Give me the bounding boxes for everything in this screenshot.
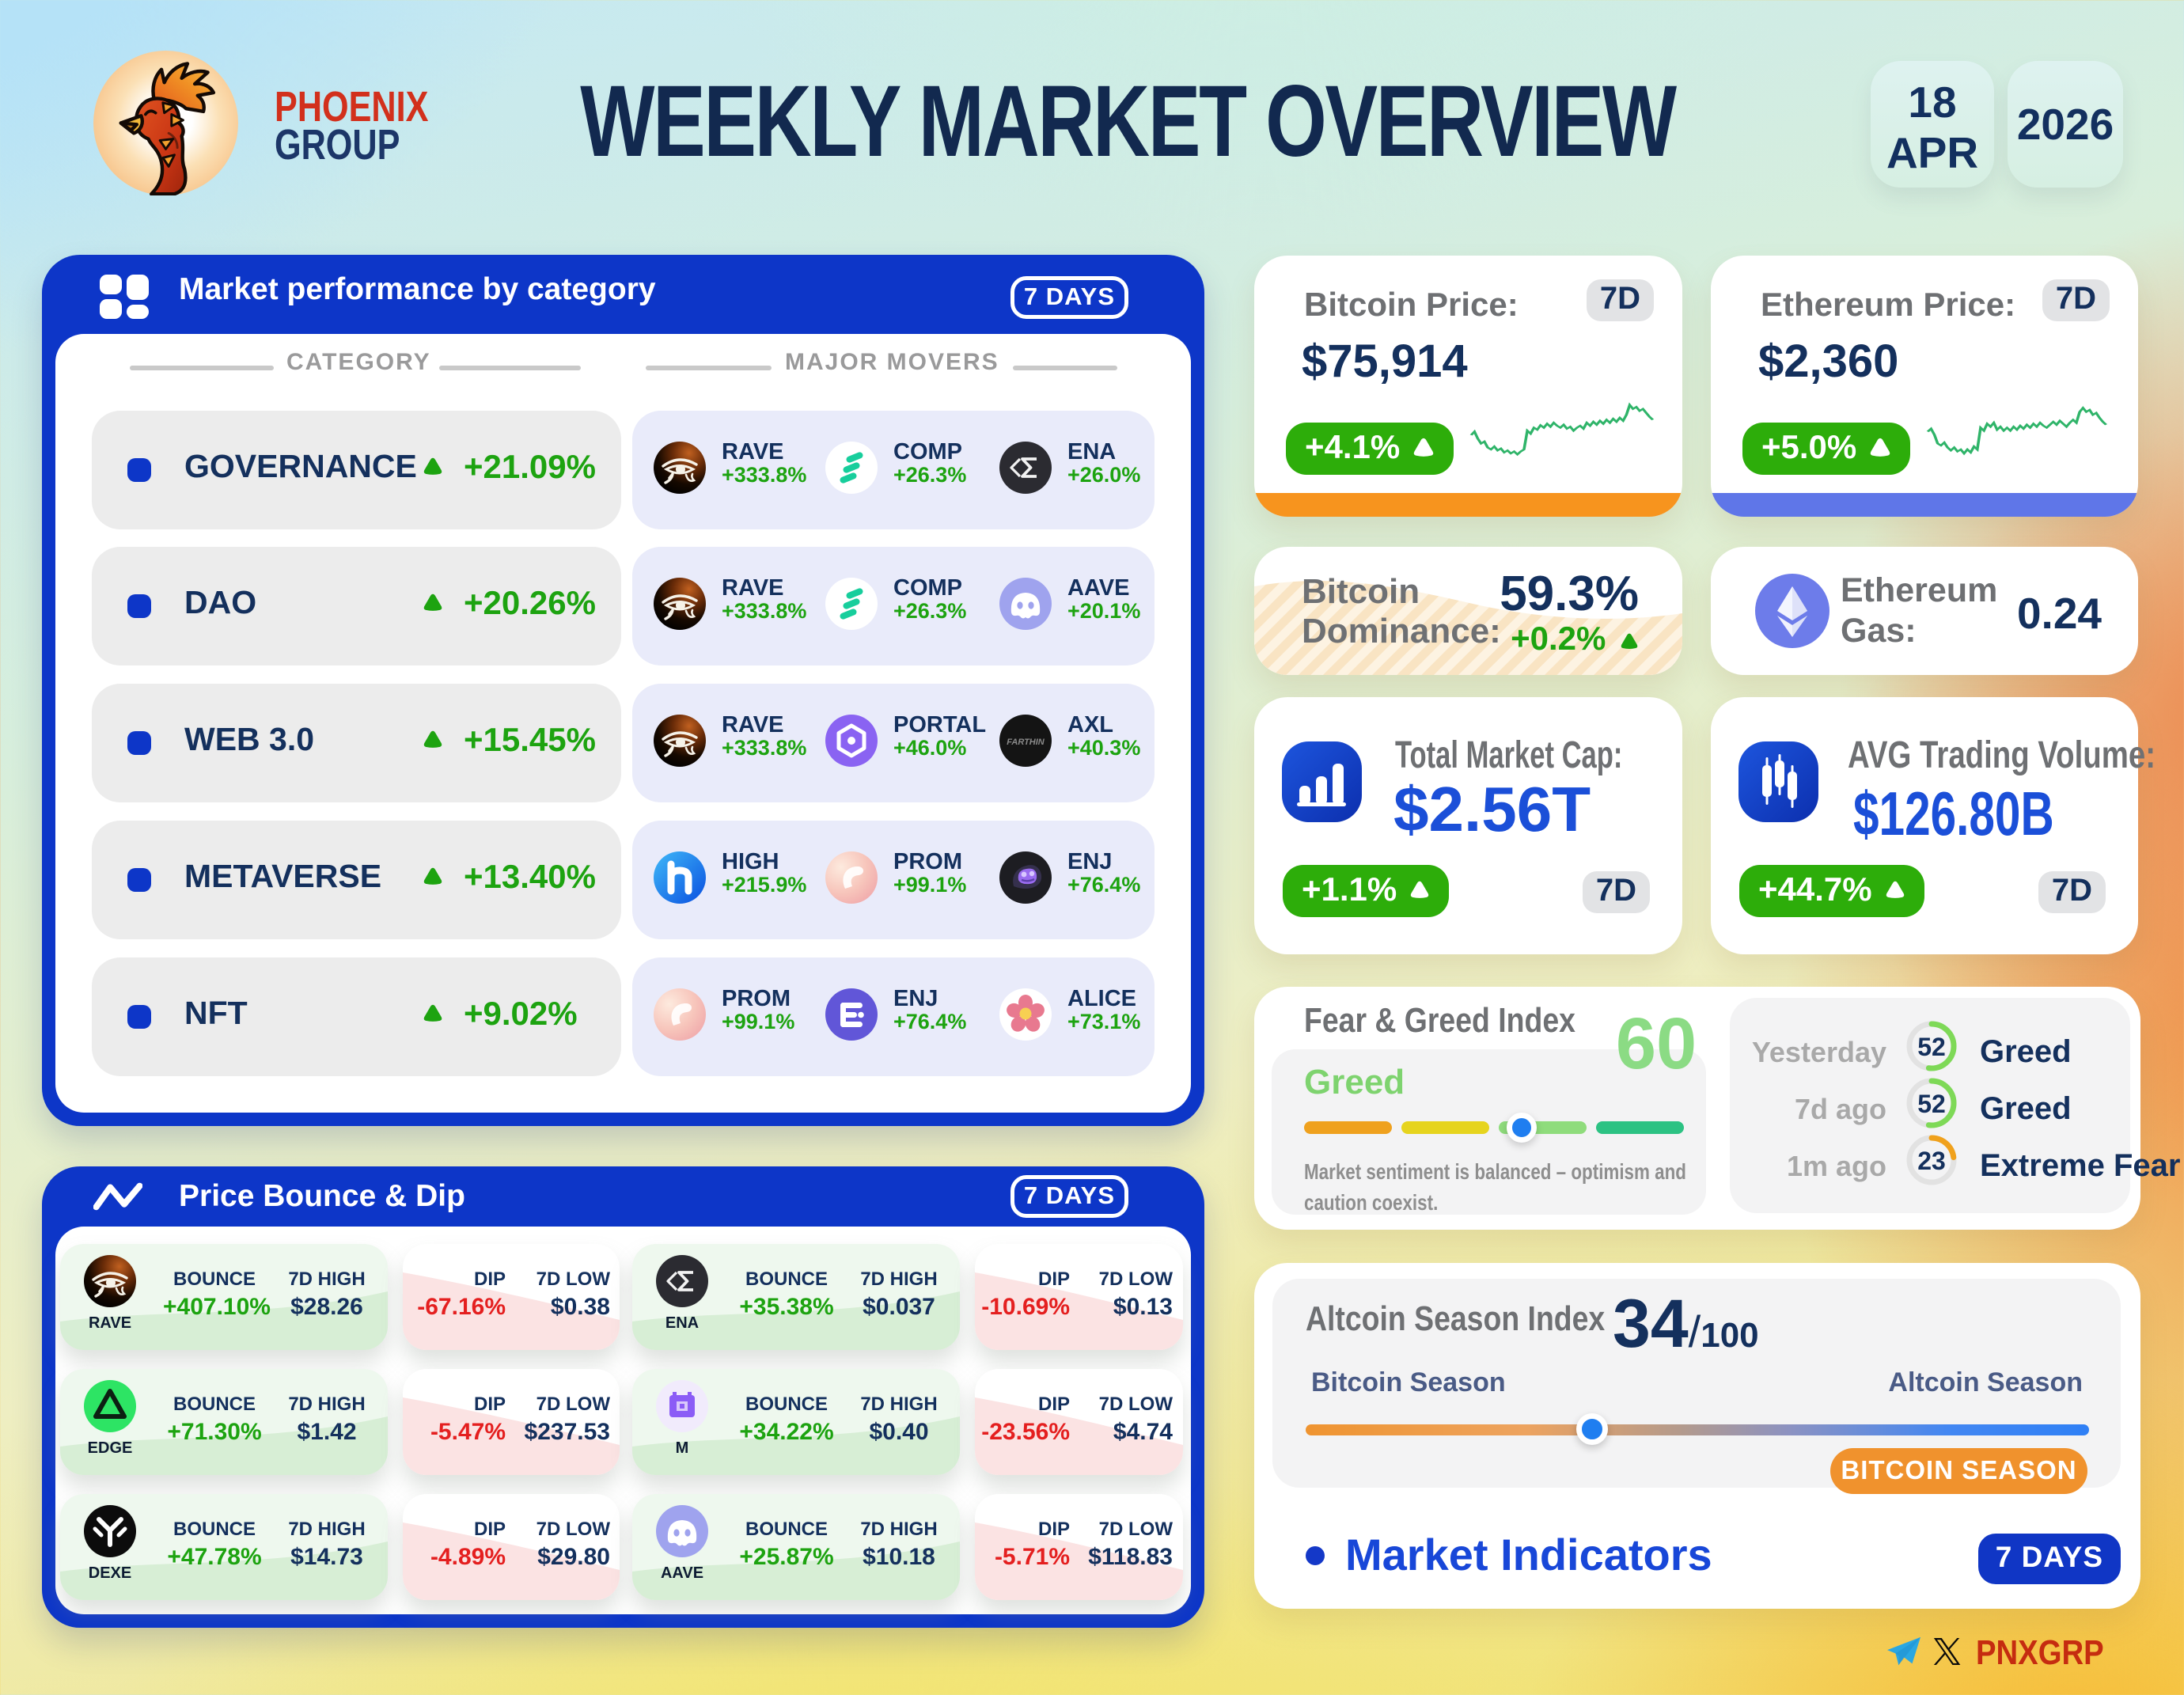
svg-text:FARTHIN: FARTHIN	[1007, 738, 1045, 747]
svg-text:52: 52	[1917, 1090, 1946, 1118]
svg-text:23: 23	[1917, 1147, 1946, 1175]
svg-text:52: 52	[1917, 1033, 1946, 1061]
